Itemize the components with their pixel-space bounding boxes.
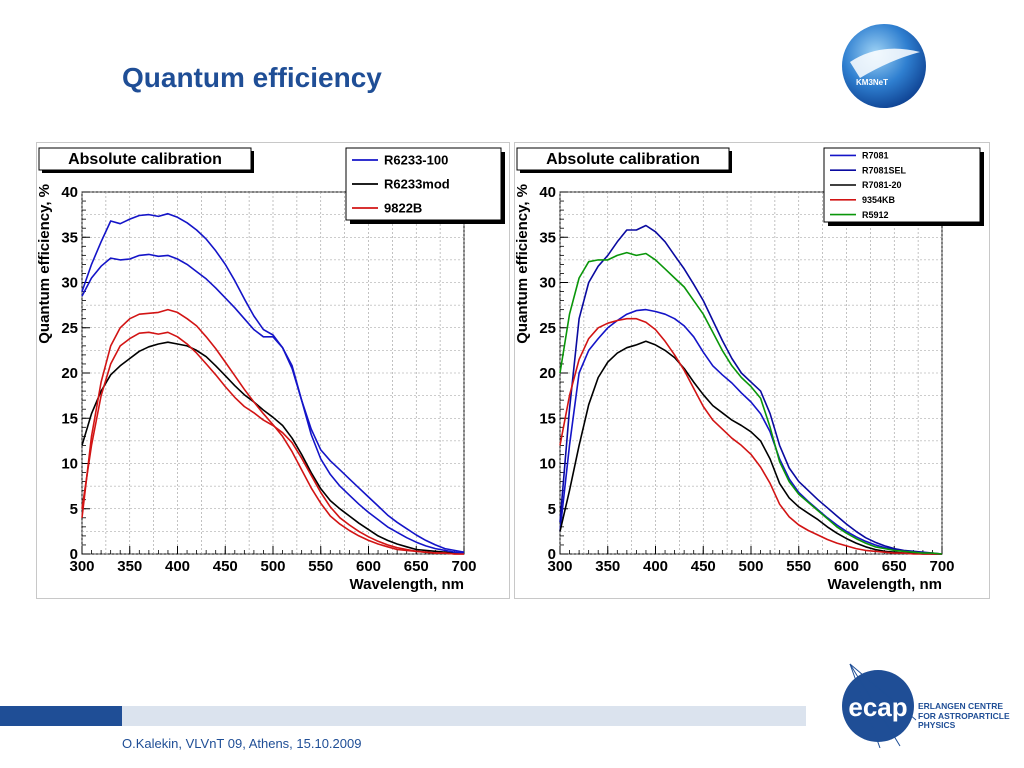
ecap-logo-text: ecap bbox=[848, 692, 907, 722]
series-line bbox=[559, 317, 942, 555]
series-line bbox=[81, 341, 464, 554]
chart-title: Absolute calibration bbox=[68, 151, 222, 168]
x-tick-label: 350 bbox=[117, 558, 142, 575]
legend-label: R7081-20 bbox=[862, 180, 902, 190]
y-tick-label: 0 bbox=[70, 546, 78, 563]
y-tick-label: 35 bbox=[539, 229, 556, 246]
x-tick-label: 650 bbox=[882, 558, 907, 575]
series-line bbox=[81, 253, 465, 554]
y-tick-label: 0 bbox=[548, 546, 556, 563]
legend-label: R6233mod bbox=[384, 177, 450, 192]
x-tick-label: 550 bbox=[786, 558, 811, 575]
y-tick-label: 30 bbox=[61, 275, 78, 292]
y-tick-label: 5 bbox=[70, 501, 78, 518]
y-tick-label: 5 bbox=[548, 501, 556, 518]
x-axis-label: Wavelength, nm bbox=[350, 576, 464, 593]
series-line bbox=[559, 251, 943, 555]
ecap-caption: ERLANGEN CENTRE FOR ASTROPARTICLE PHYSIC… bbox=[918, 701, 1010, 731]
ecap-logo: ecap bbox=[842, 663, 917, 748]
legend-label: R7081 bbox=[862, 151, 889, 161]
series-line bbox=[559, 308, 942, 555]
x-tick-label: 700 bbox=[929, 558, 954, 575]
y-tick-label: 35 bbox=[61, 229, 78, 246]
x-tick-label: 400 bbox=[643, 558, 668, 575]
legend-label: R5912 bbox=[862, 210, 889, 220]
chart-panel-right: 300 350 400 450 500 550 600 650 700 0 5 10 15 20 25 30 3… bbox=[514, 142, 990, 599]
series-line bbox=[559, 340, 942, 555]
x-tick-label: 550 bbox=[308, 558, 333, 575]
ecap-line-3: PHYSICS bbox=[918, 720, 956, 730]
x-tick-label: 350 bbox=[595, 558, 620, 575]
y-tick-label: 40 bbox=[539, 184, 556, 201]
chart-left-svg: 300 350 400 450 500 550 600 650 700 0 5 10 15 20 25 30 3… bbox=[36, 142, 510, 599]
y-tick-label: 10 bbox=[61, 456, 78, 473]
x-tick-label: 300 bbox=[547, 558, 572, 575]
x-tick-label: 600 bbox=[356, 558, 381, 575]
y-axis-label: Quantum efficiency, % bbox=[36, 184, 53, 344]
km3net-logo-text: KM3NeT bbox=[856, 78, 889, 87]
ecap-line-2: FOR ASTROPARTICLE bbox=[918, 710, 1010, 721]
y-tick-label: 25 bbox=[61, 320, 78, 337]
x-tick-label: 450 bbox=[213, 558, 238, 575]
chart-title: Absolute calibration bbox=[546, 151, 700, 168]
x-tick-label: 600 bbox=[834, 558, 859, 575]
km3net-logo bbox=[842, 24, 926, 108]
y-tick-label: 25 bbox=[539, 320, 556, 337]
series-line bbox=[81, 331, 464, 555]
x-tick-label: 500 bbox=[738, 558, 763, 575]
x-tick-label: 500 bbox=[260, 558, 285, 575]
y-tick-label: 40 bbox=[61, 184, 78, 201]
footer-credit: O.Kalekin, VLVnT 09, Athens, 15.10.2009 bbox=[122, 736, 362, 751]
x-tick-label: 700 bbox=[451, 558, 476, 575]
x-tick-label: 400 bbox=[165, 558, 190, 575]
y-tick-label: 30 bbox=[539, 275, 556, 292]
y-tick-label: 15 bbox=[61, 410, 78, 427]
x-tick-label: 450 bbox=[691, 558, 716, 575]
y-tick-label: 20 bbox=[61, 365, 78, 382]
legend-label: 9354KB bbox=[862, 195, 896, 205]
legend-label: R7081SEL bbox=[862, 165, 907, 175]
x-tick-label: 300 bbox=[69, 558, 94, 575]
x-axis-label: Wavelength, nm bbox=[828, 576, 942, 593]
title-box bbox=[38, 147, 252, 171]
legend-label: R6233-100 bbox=[384, 153, 448, 168]
title-box bbox=[516, 147, 730, 171]
legend-label: 9822B bbox=[384, 201, 422, 216]
y-axis-label: Quantum efficiency, % bbox=[514, 184, 531, 344]
footer-bar-accent bbox=[0, 706, 122, 726]
ecap-line-1: ERLANGEN CENTRE bbox=[918, 701, 1004, 711]
y-tick-label: 15 bbox=[539, 410, 556, 427]
slide-title: Quantum efficiency bbox=[122, 62, 382, 93]
series-line bbox=[559, 224, 943, 555]
y-tick-label: 20 bbox=[539, 365, 556, 382]
series-line bbox=[81, 212, 465, 553]
y-tick-label: 10 bbox=[539, 456, 556, 473]
x-tick-label: 650 bbox=[404, 558, 429, 575]
footer-bar bbox=[122, 706, 806, 726]
chart-panel-left: 300 350 400 450 500 550 600 650 700 0 5 10 15 20 25 30 3… bbox=[36, 142, 510, 599]
chart-right-svg: 300 350 400 450 500 550 600 650 700 0 5 10 15 20 25 30 3… bbox=[514, 142, 990, 599]
